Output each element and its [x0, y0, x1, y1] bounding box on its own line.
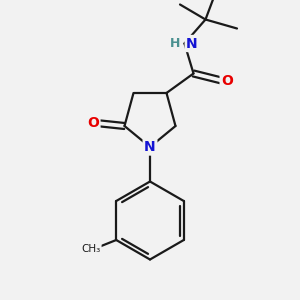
Text: N: N	[144, 140, 156, 154]
Text: N: N	[186, 37, 198, 50]
Text: H: H	[170, 37, 181, 50]
Text: CH₃: CH₃	[81, 244, 100, 254]
Text: O: O	[221, 74, 233, 88]
Text: O: O	[87, 116, 99, 130]
